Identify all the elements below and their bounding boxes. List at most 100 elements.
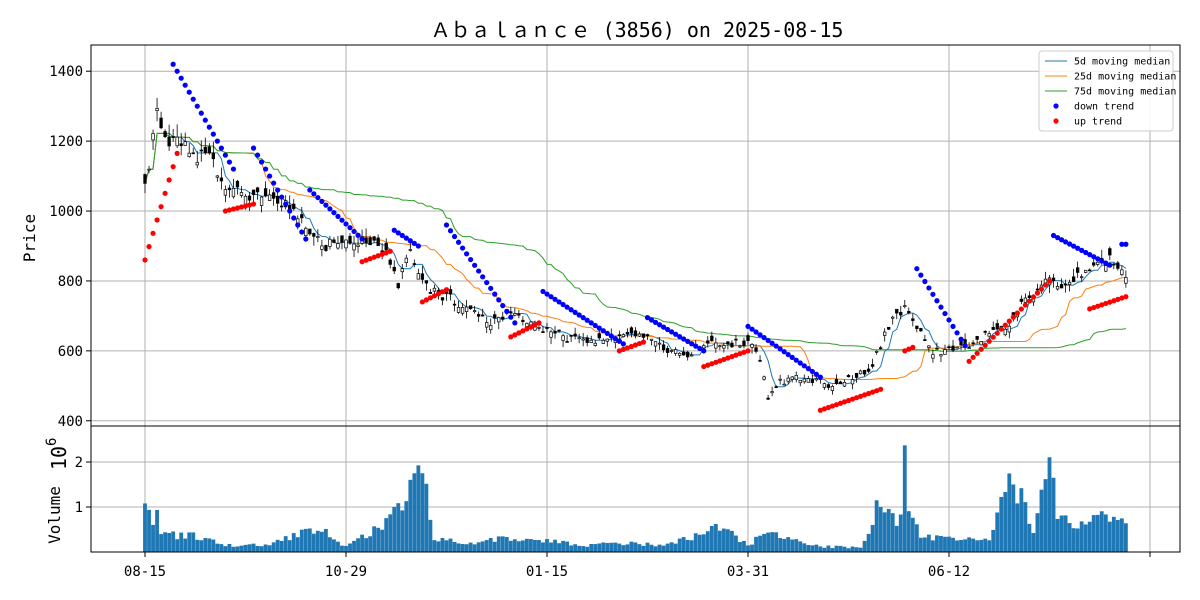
volume-bar [1091,515,1096,552]
up-trend-dot [1014,310,1020,316]
down-trend-dot [665,326,671,333]
volume-bar [496,536,501,552]
down-trend-dot [327,206,333,212]
volume-bar [677,538,682,552]
volume-bar [987,540,992,552]
up-trend-dot [745,348,751,354]
volume-bar [424,483,429,552]
down-trend-dot [407,238,413,244]
volume-bar [508,540,513,552]
up-trend-dot [1002,322,1008,328]
volume-bar [947,536,951,552]
down-trend-dot [552,296,558,302]
volume-bar [516,541,521,552]
x-tick-label: 10-29 [325,564,367,580]
candle-body [1124,277,1128,284]
volume-bar [1063,515,1068,552]
candle-body [521,319,525,322]
volume-bar [143,503,147,552]
candle-body [995,323,999,330]
up-trend-dot [427,295,434,301]
candle-body [239,192,244,196]
price-panel: 400 600 800 1000 1200 1400 Price 5d moving me… [20,44,1181,430]
volume-bar [886,508,891,552]
volume-bar [705,531,710,552]
volume-bar [734,535,738,552]
volume-bar [1043,479,1048,552]
up-trend-dot [1026,298,1032,304]
candle-body [416,273,421,280]
volume-bar [303,528,308,552]
candle-body [276,195,280,204]
volume-bar [750,544,754,552]
candle-body [481,314,485,317]
up-trend-dot [636,340,643,347]
volume-bar [533,539,537,552]
trend-dots [142,61,1129,413]
up-trend-dot [1115,296,1121,302]
volume-bar [910,517,915,552]
down-trend-dot [604,330,610,336]
candle-body [967,347,971,350]
volume-bar [601,542,606,552]
candle-body [629,327,634,334]
volume-bar [939,536,943,552]
volume-bar [1087,521,1092,552]
volume-bar [818,546,823,552]
candle-body [593,342,597,346]
down-trend-dot [250,145,257,151]
volume-bar [283,536,288,552]
down-trend-dot [230,166,237,172]
down-trend-dot [500,303,506,309]
volume-bar [275,539,280,552]
price-tick-label: 1200 [49,134,83,150]
down-trend-dot [343,221,349,227]
volume-bar [356,538,360,552]
candle-body [292,203,296,210]
down-trend-dot [789,354,795,360]
down-trend-dot [267,173,273,179]
volume-bar [931,540,935,552]
down-trend-dot [697,345,703,352]
volume-bar [721,528,726,552]
volume-bar [991,529,996,552]
candle-body [617,334,622,337]
down-trend-dot [455,239,462,245]
down-trend-dot [271,180,277,186]
volume-bar [311,533,316,552]
candle-body [332,239,336,243]
up-trend-dot [1018,306,1024,312]
x-tick-label: 08-15 [124,564,166,580]
down-trend-dot [1107,262,1113,268]
volume-bar [669,542,674,552]
volume-bar [589,543,594,552]
volume-bar [348,543,352,552]
candle-body [649,338,654,341]
down-trend-dot [797,360,803,366]
down-trend-dot [484,279,490,286]
down-trend-dot [568,307,574,313]
volume-bar [263,544,268,552]
candle-body [308,228,312,235]
volume-bar [826,545,831,552]
down-trend-dot [459,245,466,251]
candle-body [597,333,601,339]
down-trend-dot [677,334,683,340]
volume-bar [862,540,867,552]
up-trend-dot [528,324,534,330]
up-trend-dot [1038,286,1045,292]
up-trend-dot [632,342,639,348]
candle-body [235,180,240,188]
volume-bar [878,507,883,552]
legend-swatch [1053,118,1059,124]
candle-body [846,375,851,378]
volume-bar [959,539,963,552]
volume-bar [870,524,875,552]
candle-body [923,339,927,341]
volume-bar [846,548,851,552]
down-trend-dot [781,349,787,355]
down-trend-dot [319,198,325,204]
volume-offset-base: 10 [47,446,71,470]
volume-bar [802,543,807,552]
volume-bar [332,539,336,552]
